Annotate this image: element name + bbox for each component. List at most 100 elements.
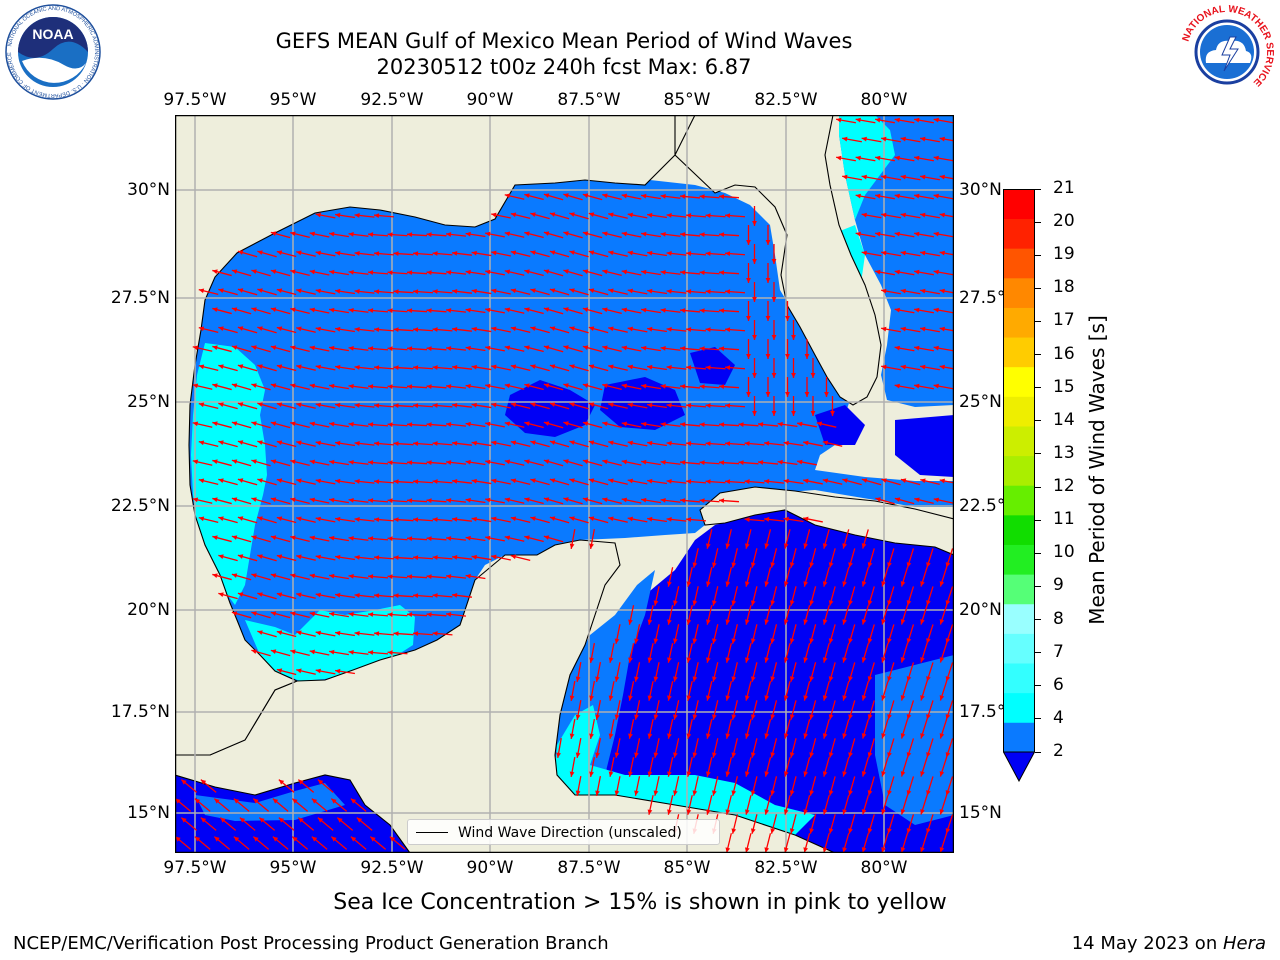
- arrow-head: [785, 316, 790, 321]
- arrow-head: [920, 212, 926, 218]
- arrow-head: [231, 573, 238, 578]
- arrow-head: [407, 574, 413, 580]
- arrow-head: [393, 251, 399, 257]
- colorbar-bin: [1003, 485, 1035, 516]
- arrow-head: [563, 497, 569, 502]
- arrow-head: [237, 478, 244, 483]
- arrow-head: [861, 771, 867, 777]
- arrow-head: [569, 516, 575, 521]
- arrow-head: [387, 574, 393, 580]
- arrow-head: [471, 440, 477, 446]
- arrow-head: [842, 174, 848, 180]
- arrow-head: [387, 232, 393, 238]
- arrow-head: [407, 612, 413, 618]
- arrow-head: [276, 288, 283, 294]
- arrow-head: [446, 422, 452, 427]
- colorbar-tick-mark: [1035, 254, 1041, 256]
- arrow-head: [393, 555, 399, 561]
- arrow-head: [614, 714, 620, 720]
- arrow-head: [354, 631, 360, 636]
- arrow-head: [933, 383, 939, 389]
- arrow-head: [900, 733, 906, 739]
- arrow-head: [900, 619, 906, 625]
- arrow-head: [881, 581, 886, 587]
- colorbar-bin: [1003, 722, 1035, 753]
- lon-label-bottom: 80°W: [860, 858, 908, 878]
- arrow-head: [350, 836, 357, 842]
- arrow-head: [582, 345, 589, 350]
- arrow-head: [836, 155, 842, 161]
- arrow-head: [432, 289, 438, 294]
- arrow-head: [543, 269, 550, 274]
- central-pocket: [815, 405, 865, 445]
- central-pocket: [690, 347, 735, 385]
- arrow-head: [387, 612, 393, 618]
- arrow-head: [192, 497, 199, 503]
- arrow-head: [842, 581, 847, 587]
- arrow-head: [315, 326, 321, 332]
- arrow-head: [192, 345, 199, 351]
- arrow-head: [292, 798, 298, 804]
- arrow-head: [673, 676, 678, 682]
- arrow-head: [744, 771, 750, 777]
- arrow-head: [731, 790, 737, 796]
- arrow-head: [789, 562, 795, 568]
- arrow-head: [251, 421, 257, 426]
- arrow-head: [485, 459, 491, 465]
- arrow-head: [867, 676, 873, 682]
- arrow-head: [803, 516, 809, 522]
- arrow-head: [920, 619, 925, 625]
- arrow-head: [575, 752, 581, 758]
- arrow-head: [842, 136, 848, 142]
- arrow-head: [621, 231, 628, 237]
- arrow-head: [771, 373, 777, 378]
- arrow-head: [257, 440, 263, 445]
- arrow-head: [504, 307, 511, 313]
- arrow-head: [524, 421, 530, 427]
- arrow-head: [920, 733, 925, 739]
- arrow-head: [368, 650, 374, 655]
- colorbar-tick-label: 8: [1053, 608, 1064, 629]
- arrow-head: [296, 554, 302, 560]
- arrow-head: [608, 657, 614, 663]
- arrow-head: [809, 600, 814, 606]
- arrow-head: [374, 441, 380, 446]
- colorbar-tick-mark: [1035, 453, 1041, 455]
- arrow-head: [653, 714, 659, 720]
- colorbar-bin: [1003, 248, 1035, 279]
- arrow-head: [426, 574, 432, 579]
- arrow-head: [706, 771, 711, 777]
- arrow-head: [257, 516, 263, 521]
- arrow-head: [920, 695, 925, 701]
- arrow-head: [920, 809, 925, 815]
- arrow-head: [770, 752, 776, 758]
- arrow-head: [705, 289, 711, 295]
- arrow-head: [309, 459, 316, 465]
- arrow-head: [413, 631, 419, 637]
- colorbar-bin: [1003, 544, 1035, 575]
- arrow-head: [783, 771, 789, 777]
- arrow-head: [370, 836, 376, 842]
- arrow-head: [309, 497, 316, 503]
- arrow-head: [906, 562, 912, 568]
- arrow-head: [504, 193, 511, 199]
- arrow-head: [705, 479, 711, 485]
- arrow-head: [789, 752, 795, 758]
- arrow-head: [680, 422, 686, 427]
- arrow-head: [926, 676, 931, 682]
- arrow-head: [257, 250, 263, 255]
- arrow-head: [218, 554, 224, 559]
- arrow-head: [660, 383, 666, 389]
- arrow-head: [828, 676, 834, 682]
- arrow-head: [881, 478, 887, 483]
- arrow-head: [881, 250, 887, 256]
- arrow-head: [426, 536, 432, 541]
- arrow-head: [764, 847, 770, 853]
- arrow-head: [549, 516, 556, 521]
- arrow-head: [699, 346, 705, 352]
- arrow-head: [354, 403, 360, 408]
- arrow-head: [452, 403, 458, 408]
- arrow-head: [861, 619, 867, 625]
- arrow-head: [530, 402, 536, 407]
- arrow-head: [725, 581, 731, 587]
